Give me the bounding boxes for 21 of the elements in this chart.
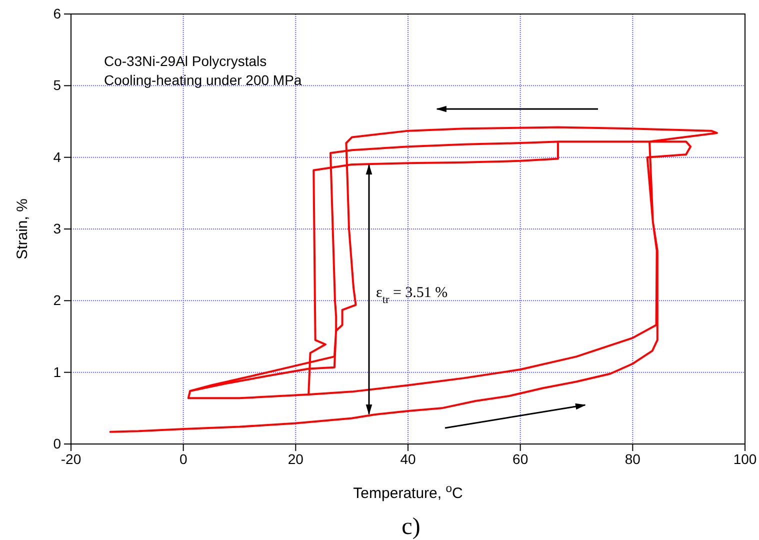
x-tick-label: 40 [400,450,416,467]
annotation: Co-33Ni-29Al Polycrystals [104,53,267,69]
y-tick-label: 4 [53,148,62,165]
y-tick-label: 5 [53,77,62,94]
annotation: Cooling-heating under 200 MPa [104,72,302,88]
text: c) [402,514,420,540]
x-tick-label: 100 [733,450,757,467]
y-tick-label: 1 [53,364,62,380]
x-tick-label: 20 [288,450,304,467]
x-tick-label: 60 [512,450,528,467]
x-axis-title: Temperature, $^{o}$C [353,483,463,502]
y-tick-label: 3 [53,220,62,236]
y-tick-label: 0 [53,435,62,452]
y-axis-title: Strain, % [14,198,31,260]
x-tick-label: -20 [60,450,82,467]
y-tick-label: 2 [53,292,62,308]
annotation: ε$_{tr}$ = 3.51 % [376,285,448,306]
line-series [109,126,718,433]
y-tick-label: 6 [53,5,62,22]
x-tick-label: 0 [179,450,188,467]
x-tick-label: 80 [624,450,641,467]
